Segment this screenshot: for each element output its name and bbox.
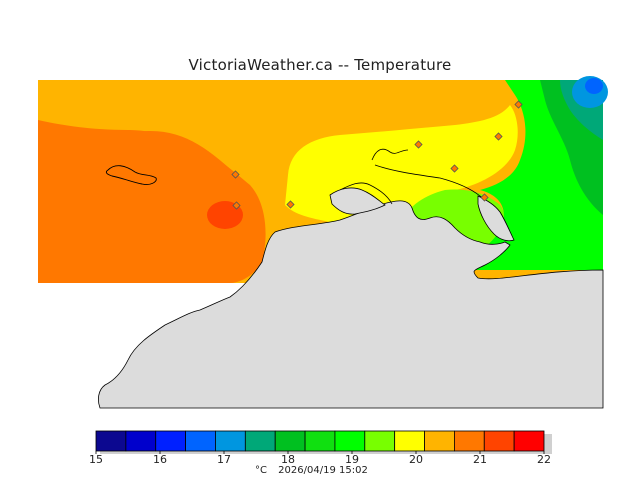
station-marker <box>414 140 423 149</box>
scale-tick-label: 16 <box>153 453 167 466</box>
temperature-band-deepblue <box>585 78 603 94</box>
scale-tick-label: 18 <box>281 453 295 466</box>
temperature-hotspot <box>207 201 243 229</box>
station-marker <box>480 193 489 202</box>
color-scale <box>95 430 552 454</box>
station-marker <box>232 201 241 210</box>
scale-tick-label: 22 <box>537 453 551 466</box>
unit-label: °C <box>255 465 267 476</box>
scale-tick-label: 15 <box>89 453 103 466</box>
station-markers <box>231 100 523 210</box>
station-marker <box>494 132 503 141</box>
temperature-band-hot-west <box>95 130 262 283</box>
station-marker <box>286 200 295 209</box>
scale-tick-label: 20 <box>409 453 423 466</box>
station-marker <box>450 164 459 173</box>
timestamp: 2026/04/19 15:02 <box>278 465 368 476</box>
color-scale-swatch <box>513 430 545 452</box>
coastline-east <box>477 195 515 242</box>
station-marker <box>231 170 240 179</box>
map-footer: °C 2026/04/19 15:02 <box>255 465 376 476</box>
island-outline <box>105 165 157 185</box>
station-marker <box>514 100 523 109</box>
scale-tick-label: 19 <box>345 453 359 466</box>
scale-tick-label: 17 <box>217 453 231 466</box>
map-title: VictoriaWeather.ca -- Temperature <box>188 56 452 74</box>
scale-tick-label: 21 <box>473 453 487 466</box>
coastline-peninsula <box>329 187 386 215</box>
